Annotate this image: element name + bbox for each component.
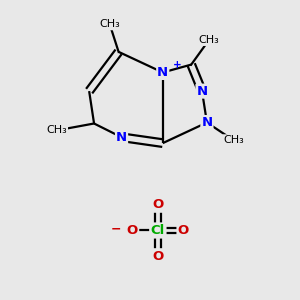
Text: +: + xyxy=(173,60,182,70)
Text: O: O xyxy=(178,224,189,237)
Text: CH₃: CH₃ xyxy=(223,135,244,145)
Text: N: N xyxy=(196,85,208,98)
Text: N: N xyxy=(201,116,212,129)
Text: Cl: Cl xyxy=(151,224,165,237)
Text: O: O xyxy=(152,250,164,262)
Text: CH₃: CH₃ xyxy=(99,20,120,29)
Text: N: N xyxy=(116,131,127,144)
Text: N: N xyxy=(157,66,168,79)
Text: O: O xyxy=(152,199,164,212)
Text: −: − xyxy=(111,223,122,236)
Text: CH₃: CH₃ xyxy=(46,125,67,135)
Text: O: O xyxy=(127,224,138,237)
Text: CH₃: CH₃ xyxy=(199,35,219,45)
